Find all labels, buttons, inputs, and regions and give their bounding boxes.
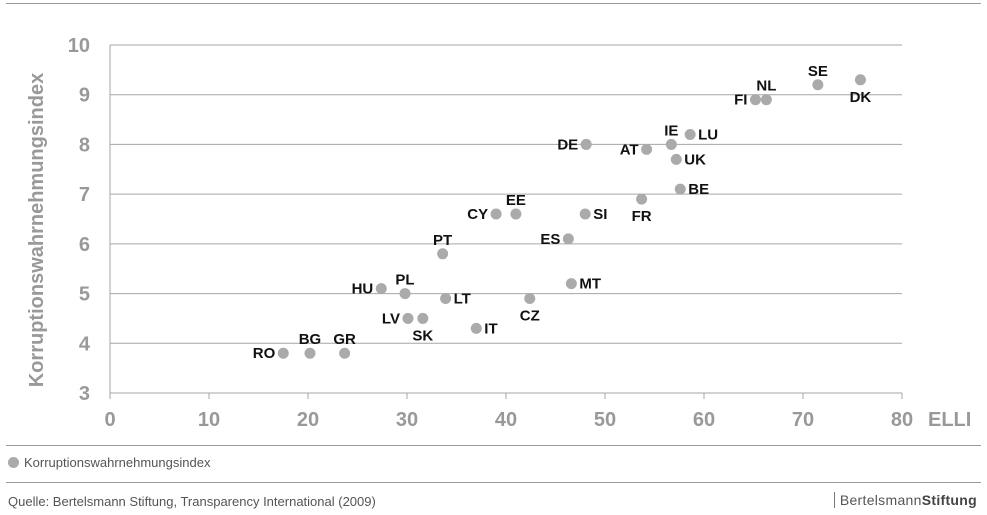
point-bg (304, 347, 316, 359)
point-ro (277, 347, 289, 359)
gridlines (109, 44, 903, 399)
top-divider (6, 3, 981, 4)
point-label-mt: MT (579, 276, 601, 293)
x-tick-10: 10 (198, 409, 220, 431)
point-pt (437, 248, 449, 260)
source-note: Quelle: Bertelsmann Stiftung, Transparen… (8, 494, 376, 509)
point-dk (854, 74, 866, 86)
point-fr (636, 193, 648, 205)
point-label-pl: PL (395, 272, 414, 289)
y-tick-5: 5 (79, 284, 90, 306)
y-tick-10: 10 (68, 35, 90, 57)
x-tick-20: 20 (297, 409, 319, 431)
point-nl (760, 94, 772, 106)
x-tick-80: 80 (891, 409, 913, 431)
point-label-si: SI (593, 206, 607, 223)
point-es (562, 233, 574, 245)
point-label-cy: CY (467, 206, 488, 223)
point-ee (510, 208, 522, 220)
point-label-bg: BG (299, 331, 322, 348)
y-tick-3: 3 (79, 383, 90, 405)
point-fi (749, 94, 761, 106)
point-label-lv: LV (382, 310, 400, 327)
point-be (674, 183, 686, 195)
y-axis-title: Korruptionswahrnehmungsindex (26, 73, 48, 387)
point-labels: RO BG GR LV SK HU PL LT IT PT CY EE CZ ES MT SI DE FR AT IE… (253, 63, 872, 362)
point-cz (524, 293, 536, 305)
point-gr (339, 347, 351, 359)
scatter-chart: 3 4 5 6 7 8 9 10 0 10 20 30 40 50 60 70 80 RO BG GR LV SK HU… (26, 35, 971, 431)
brand-text-regular: Bertelsmann (839, 492, 922, 508)
point-label-uk: UK (684, 151, 706, 168)
brand-text-bold: Stiftung (921, 492, 977, 508)
point-label-gr: GR (333, 331, 356, 348)
y-tick-9: 9 (79, 85, 90, 107)
point-label-at: AT (620, 141, 639, 158)
point-label-nl: NL (756, 78, 776, 95)
x-tick-60: 60 (693, 409, 715, 431)
point-label-de: DE (557, 136, 578, 153)
point-label-cz: CZ (520, 308, 540, 325)
point-label-ie: IE (664, 122, 678, 139)
y-tick-8: 8 (79, 134, 90, 156)
point-label-be: BE (688, 181, 709, 198)
x-tick-50: 50 (594, 409, 616, 431)
point-lu (684, 128, 696, 140)
point-label-dk: DK (850, 89, 872, 106)
point-label-it: IT (484, 320, 497, 337)
legend-divider-top (6, 445, 981, 446)
y-tick-labels: 3 4 5 6 7 8 9 10 (68, 35, 91, 405)
point-hu (375, 283, 387, 295)
point-label-pt: PT (433, 232, 452, 249)
point-label-ro: RO (253, 345, 276, 362)
point-sk (417, 312, 429, 324)
x-tick-labels: 0 10 20 30 40 50 60 70 80 (104, 409, 913, 431)
x-tick-40: 40 (495, 409, 517, 431)
point-label-sk: SK (412, 327, 433, 344)
point-se (812, 79, 824, 91)
y-tick-4: 4 (79, 333, 91, 355)
point-at (641, 143, 653, 155)
point-mt (565, 278, 577, 290)
x-tick-30: 30 (396, 409, 418, 431)
point-uk (670, 153, 682, 165)
point-label-hu: HU (352, 281, 374, 298)
point-si (579, 208, 591, 220)
point-cy (490, 208, 502, 220)
point-pl (399, 288, 411, 300)
point-label-se: SE (808, 63, 828, 80)
point-label-fr: FR (632, 208, 652, 225)
point-label-fi: FI (734, 92, 747, 109)
point-it (470, 322, 482, 334)
data-points (277, 74, 866, 359)
point-lt (440, 293, 452, 305)
footer-divider (6, 482, 981, 483)
point-label-es: ES (540, 231, 560, 248)
point-de (580, 138, 592, 150)
x-axis-title: ELLI (928, 409, 971, 431)
point-ie (665, 138, 677, 150)
legend-label: Korruptionswahrnehmungsindex (24, 455, 211, 470)
point-lv (402, 312, 414, 324)
point-label-lu: LU (698, 126, 718, 143)
y-tick-6: 6 (79, 234, 90, 256)
legend: Korruptionswahrnehmungsindex (8, 455, 210, 470)
x-tick-70: 70 (792, 409, 814, 431)
brand-logo: BertelsmannStiftung (833, 492, 977, 508)
legend-marker (8, 457, 19, 468)
point-label-lt: LT (454, 291, 471, 308)
y-tick-7: 7 (79, 184, 90, 206)
x-tick-0: 0 (104, 409, 115, 431)
point-label-ee: EE (506, 192, 526, 209)
